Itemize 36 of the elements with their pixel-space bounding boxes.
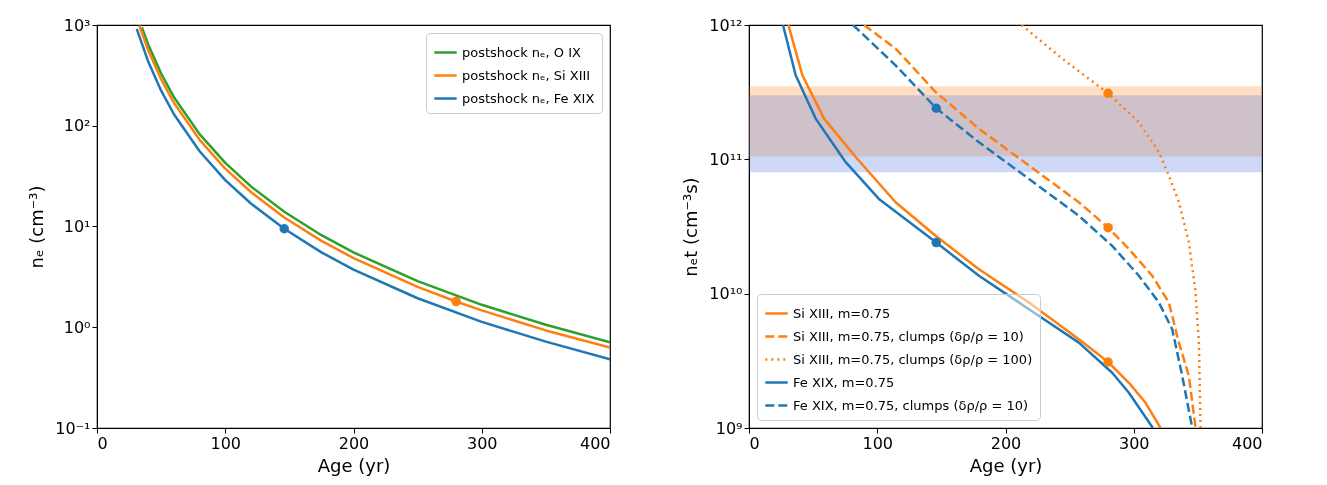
x-tick-label: 300 [1118,433,1150,453]
x-tick-label: 100 [862,433,894,453]
x-tick-label: 200 [990,433,1022,453]
x-axis-title: Age (yr) [317,454,391,476]
legend-label: postshock nₑ, O IX [462,44,581,60]
legend-label: Si XIII, m=0.75, clumps (δρ/ρ = 100) [793,351,1033,367]
legend-label: Si XIII, m=0.75 [793,305,891,321]
legend-label: Fe XIX, m=0.75, clumps (δρ/ρ = 10) [793,397,1029,413]
x-tick-label: 400 [579,433,611,453]
y-tick-label: 10¹² [709,15,743,35]
y-tick-label: 10⁰ [63,317,91,337]
x-tick-label: 300 [466,433,498,453]
point [1103,222,1113,233]
y-tick-label: 10¹⁰ [709,284,743,304]
point [931,103,941,113]
x-tick-label: 100 [210,433,242,453]
point [931,237,941,248]
legend-label: postshock nₑ, Si XIII [462,67,591,83]
y-axis-title: nₑ (cm⁻³) [26,185,48,269]
x-axis-title: Age (yr) [969,454,1043,476]
legend-label: Fe XIX, m=0.75 [793,374,895,390]
y-tick-label: 10² [63,116,91,136]
x-tick-label: 400 [1231,433,1263,453]
x-tick-label: 0 [749,433,760,453]
y-axis-title: nₑt (cm⁻³s) [680,177,702,277]
y-tick-label: 10³ [63,15,91,35]
point [1103,88,1113,99]
y-tick-label: 10¹ [63,217,91,236]
y-tick-label: 10⁻¹ [55,418,91,438]
y-tick-label: 10¹¹ [709,149,743,169]
y-tick-label: 10⁹ [715,418,743,438]
legend-label: Si XIII, m=0.75, clumps (δρ/ρ = 10) [793,328,1024,344]
x-tick-label: 0 [97,433,108,453]
x-tick-label: 200 [338,433,370,453]
legend-label: postshock nₑ, Fe XIX [462,90,595,106]
point [1103,357,1113,367]
